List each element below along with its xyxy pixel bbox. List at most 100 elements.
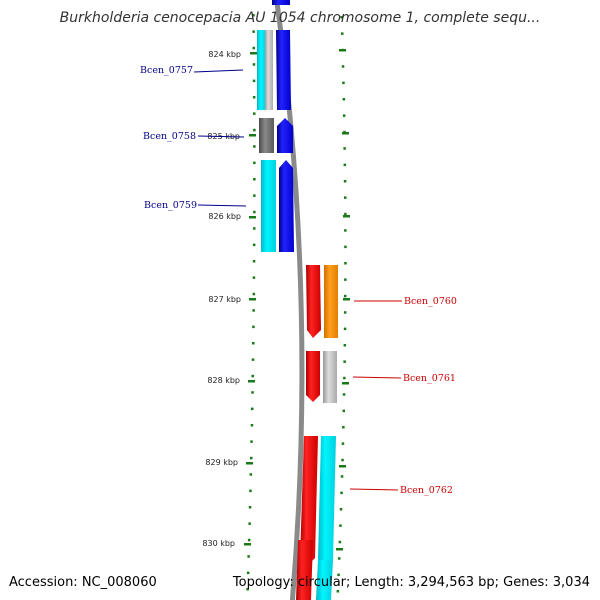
leader-line-bcen-0759 bbox=[197, 204, 247, 207]
major-tick-827: 827 kbp bbox=[208, 295, 350, 304]
minor-tick-dot bbox=[341, 442, 345, 445]
minor-tick-dot bbox=[342, 409, 345, 413]
minor-tick-dot bbox=[250, 424, 254, 427]
minor-tick-dot bbox=[252, 30, 255, 33]
minor-tick-dot bbox=[339, 508, 343, 511]
minor-tick-dot bbox=[343, 180, 347, 183]
minor-tick-dot bbox=[340, 491, 343, 495]
minor-tick-dot bbox=[253, 145, 256, 148]
gene-bcen-0761[interactable] bbox=[306, 351, 337, 403]
leader-line-bcen-0757 bbox=[193, 69, 244, 73]
minor-tick-dot bbox=[246, 588, 249, 591]
accession-text: Accession: NC_008060 bbox=[9, 575, 157, 590]
minor-tick-dot bbox=[341, 65, 345, 68]
leader-line-bcen-0758 bbox=[197, 135, 245, 138]
minor-tick-dot bbox=[247, 538, 251, 542]
minor-tick-dot bbox=[343, 311, 347, 314]
minor-tick-dot bbox=[341, 458, 344, 462]
minor-tick-dot bbox=[253, 112, 256, 115]
gene-label-bcen-0757[interactable]: Bcen_0757 bbox=[140, 65, 193, 76]
minor-tick-dot bbox=[338, 557, 341, 560]
minor-tick-dot bbox=[250, 440, 253, 443]
gene-bcen-0758[interactable] bbox=[259, 118, 293, 153]
minor-tick-dot bbox=[339, 524, 342, 527]
minor-tick-dot bbox=[252, 96, 256, 99]
minor-tick-dot bbox=[248, 506, 252, 509]
minor-tick-dot bbox=[252, 276, 256, 279]
minor-tick-dot bbox=[343, 163, 347, 167]
minor-tick-dot bbox=[344, 245, 347, 249]
minor-tick-dot bbox=[344, 212, 347, 216]
minor-tick-dot bbox=[251, 391, 254, 394]
minor-tick-dot bbox=[253, 227, 256, 230]
minor-tick-dot bbox=[252, 46, 255, 50]
tick-label-824: 824 kbp bbox=[208, 50, 241, 59]
minor-tick-dot bbox=[252, 260, 256, 263]
leader-line-bcen-0761 bbox=[352, 376, 402, 379]
minor-tick-dot bbox=[249, 473, 253, 476]
gene-bcen-0757[interactable] bbox=[257, 0, 291, 110]
leader-line-bcen-0762 bbox=[349, 488, 399, 491]
major-tick-826: 826 kbp bbox=[208, 212, 350, 221]
minor-tick-dot bbox=[343, 360, 346, 363]
minor-tick-dot bbox=[343, 147, 346, 150]
gene-label-bcen-0758[interactable]: Bcen_0758 bbox=[143, 131, 196, 142]
gene-bcen-0762[interactable] bbox=[296, 436, 336, 600]
minor-tick-dot bbox=[249, 489, 252, 493]
major-tick-830: 830 kbp bbox=[202, 539, 343, 551]
tick-label-828: 828 kbp bbox=[207, 376, 240, 385]
minor-tick-dot bbox=[251, 374, 254, 378]
major-tick-829: 829 kbp bbox=[205, 458, 346, 468]
minor-tick-dot bbox=[342, 114, 346, 117]
minor-tick-dot bbox=[252, 14, 255, 17]
minor-tick-dot bbox=[343, 376, 346, 380]
minor-tick-dot bbox=[252, 292, 256, 296]
minor-ticks-inner bbox=[246, 14, 256, 591]
minor-tick-dot bbox=[252, 309, 255, 312]
minor-tick-dot bbox=[342, 81, 345, 85]
gene-bcen-0760[interactable] bbox=[306, 265, 338, 338]
minor-ticks-outer bbox=[336, 16, 347, 593]
minor-tick-dot bbox=[341, 32, 344, 35]
minor-tick-dot bbox=[247, 555, 250, 558]
minor-tick-dot bbox=[344, 262, 347, 265]
minor-tick-dot bbox=[253, 210, 256, 214]
minor-tick-dot bbox=[251, 358, 255, 361]
minor-tick-dot bbox=[342, 98, 346, 101]
minor-tick-dot bbox=[253, 194, 256, 197]
tick-label-826: 826 kbp bbox=[208, 212, 241, 221]
minor-tick-dot bbox=[252, 63, 256, 66]
tick-label-827: 827 kbp bbox=[208, 295, 241, 304]
minor-tick-dot bbox=[338, 540, 342, 544]
minor-tick-dot bbox=[340, 16, 343, 19]
minor-tick-dot bbox=[253, 161, 256, 165]
minor-tick-dot bbox=[336, 590, 340, 593]
minor-tick-dot bbox=[344, 278, 347, 281]
minor-tick-dot bbox=[253, 128, 256, 132]
minor-tick-dot bbox=[251, 407, 254, 411]
minor-tick-dot bbox=[343, 327, 347, 331]
gene-label-bcen-0761[interactable]: Bcen_0761 bbox=[403, 373, 456, 384]
minor-tick-dot bbox=[252, 325, 255, 329]
major-tick-824: 824 kbp bbox=[208, 49, 346, 59]
minor-tick-dot bbox=[252, 342, 255, 345]
map-title: Burkholderia cenocepacia AU 1054 chromos… bbox=[59, 10, 541, 26]
major-tick-828: 828 kbp bbox=[207, 376, 349, 385]
minor-tick-dot bbox=[342, 393, 346, 396]
gene-label-bcen-0759[interactable]: Bcen_0759 bbox=[144, 200, 197, 211]
minor-tick-dot bbox=[343, 344, 347, 347]
gene-label-bcen-0760[interactable]: Bcen_0760 bbox=[404, 296, 457, 307]
gene-label-bcen-0762[interactable]: Bcen_0762 bbox=[400, 485, 453, 496]
minor-tick-dot bbox=[344, 294, 347, 298]
minor-tick-dot bbox=[342, 426, 345, 429]
gene-bcen-0759[interactable] bbox=[261, 160, 294, 252]
minor-tick-dot bbox=[340, 475, 344, 478]
minor-tick-dot bbox=[337, 573, 340, 577]
minor-tick-dot bbox=[344, 196, 347, 199]
topology-text: Topology: circular; Length: 3,294,563 bp… bbox=[232, 575, 590, 590]
minor-tick-dot bbox=[252, 79, 256, 83]
minor-tick-dot bbox=[248, 522, 251, 525]
minor-tick-dot bbox=[252, 243, 256, 247]
tick-label-829: 829 kbp bbox=[205, 458, 238, 467]
